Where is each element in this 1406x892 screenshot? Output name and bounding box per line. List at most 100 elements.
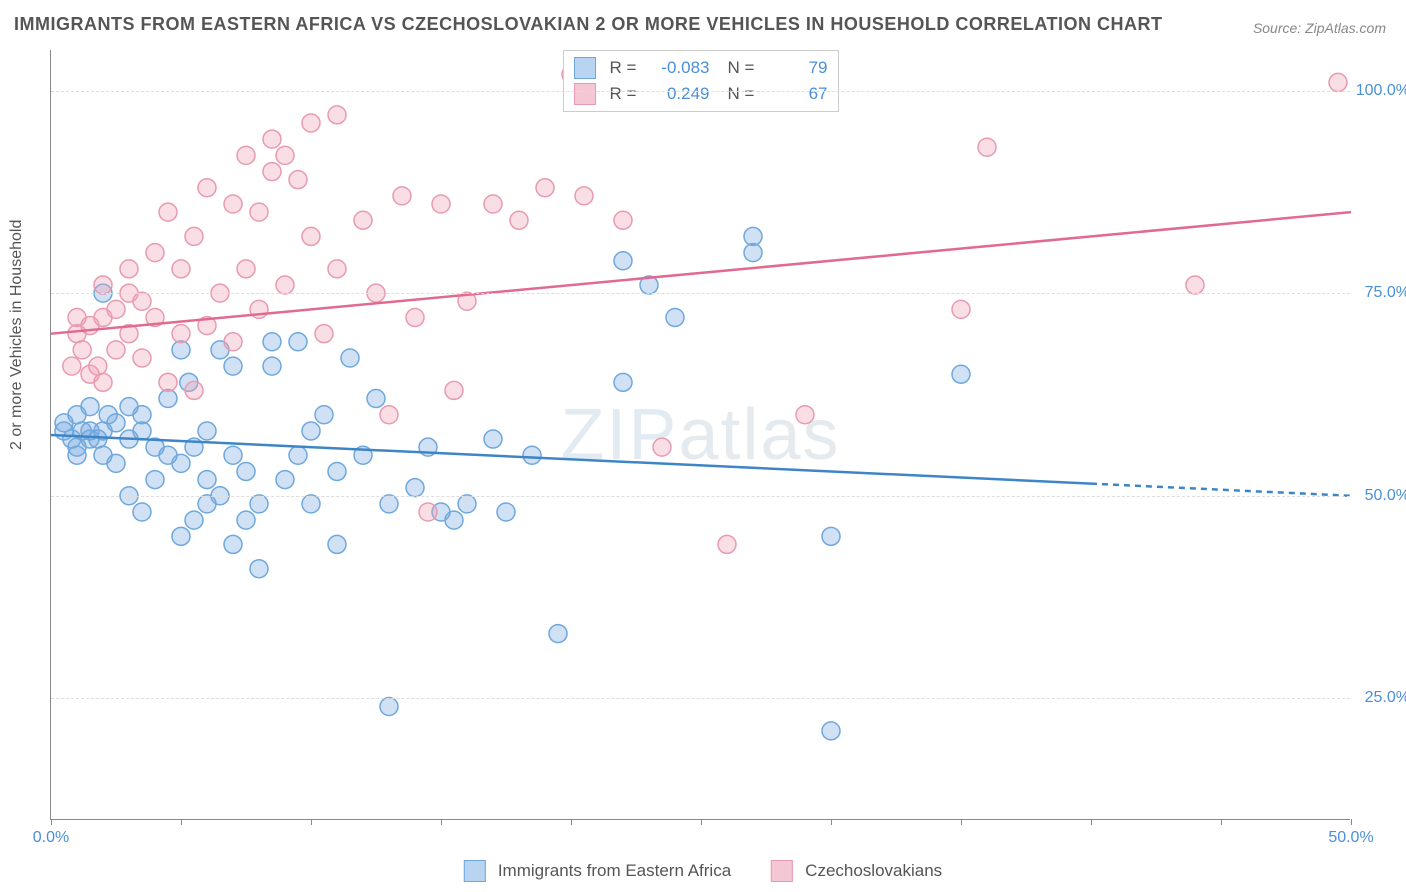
- data-point: [172, 341, 190, 359]
- y-tick-label: 100.0%: [1355, 82, 1406, 100]
- data-point: [133, 422, 151, 440]
- n-label: N =: [728, 84, 758, 104]
- data-point: [315, 406, 333, 424]
- data-point: [94, 276, 112, 294]
- data-point: [276, 146, 294, 164]
- correlation-chart: IMMIGRANTS FROM EASTERN AFRICA VS CZECHO…: [0, 0, 1406, 892]
- r-label: R =: [610, 84, 640, 104]
- data-point: [393, 187, 411, 205]
- y-tick-label: 75.0%: [1355, 284, 1406, 302]
- x-tick-mark: [961, 819, 962, 825]
- trend-line-extension: [1091, 484, 1351, 496]
- data-point: [94, 373, 112, 391]
- legend-label-2: Czechoslovakians: [805, 861, 942, 881]
- data-point: [250, 203, 268, 221]
- data-point: [198, 471, 216, 489]
- data-point: [302, 495, 320, 513]
- data-point: [159, 203, 177, 221]
- data-point: [89, 357, 107, 375]
- data-point: [107, 341, 125, 359]
- data-point: [172, 260, 190, 278]
- source-attribution: Source: ZipAtlas.com: [1253, 20, 1386, 36]
- data-point: [458, 495, 476, 513]
- data-point: [614, 252, 632, 270]
- data-point: [276, 471, 294, 489]
- x-tick-mark: [701, 819, 702, 825]
- data-point: [263, 130, 281, 148]
- data-point: [718, 535, 736, 553]
- legend-item-1: Immigrants from Eastern Africa: [464, 860, 731, 882]
- legend-row-series1: R = -0.083 N = 79: [574, 55, 828, 81]
- data-point: [523, 446, 541, 464]
- data-point: [432, 195, 450, 213]
- gridline: [51, 698, 1350, 699]
- y-axis-label: 2 or more Vehicles in Household: [8, 220, 26, 450]
- data-point: [289, 171, 307, 189]
- data-point: [146, 471, 164, 489]
- data-point: [614, 211, 632, 229]
- data-point: [744, 227, 762, 245]
- data-point: [796, 406, 814, 424]
- data-point: [367, 390, 385, 408]
- data-point: [1329, 73, 1347, 91]
- data-point: [497, 503, 515, 521]
- data-point: [549, 625, 567, 643]
- data-point: [172, 527, 190, 545]
- data-point: [666, 308, 684, 326]
- legend-swatch-1: [574, 57, 596, 79]
- data-point: [224, 446, 242, 464]
- data-point: [328, 535, 346, 553]
- legend-swatch-2: [574, 83, 596, 105]
- data-point: [978, 138, 996, 156]
- data-point: [224, 535, 242, 553]
- data-point: [133, 406, 151, 424]
- data-point: [328, 106, 346, 124]
- data-point: [237, 146, 255, 164]
- data-point: [276, 276, 294, 294]
- data-point: [224, 333, 242, 351]
- legend-label-1: Immigrants from Eastern Africa: [498, 861, 731, 881]
- data-point: [341, 349, 359, 367]
- data-point: [289, 446, 307, 464]
- n-label: N =: [728, 58, 758, 78]
- data-point: [172, 454, 190, 472]
- data-point: [224, 357, 242, 375]
- y-tick-label: 25.0%: [1355, 689, 1406, 707]
- data-point: [445, 381, 463, 399]
- data-point: [250, 560, 268, 578]
- data-point: [380, 495, 398, 513]
- gridline: [51, 496, 1350, 497]
- data-point: [198, 179, 216, 197]
- data-point: [250, 495, 268, 513]
- x-tick-mark: [831, 819, 832, 825]
- legend-swatch-b1: [464, 860, 486, 882]
- x-tick-mark: [441, 819, 442, 825]
- x-tick-mark: [571, 819, 572, 825]
- data-point: [302, 422, 320, 440]
- data-point: [133, 292, 151, 310]
- data-point: [952, 300, 970, 318]
- data-point: [822, 527, 840, 545]
- data-point: [263, 333, 281, 351]
- r-value-1: -0.083: [650, 58, 710, 78]
- data-point: [1186, 276, 1204, 294]
- correlation-legend: R = -0.083 N = 79 R = 0.249 N = 67: [563, 50, 839, 112]
- plot-svg: [51, 50, 1350, 819]
- data-point: [81, 398, 99, 416]
- data-point: [107, 414, 125, 432]
- data-point: [952, 365, 970, 383]
- data-point: [107, 454, 125, 472]
- x-tick-mark: [1221, 819, 1222, 825]
- data-point: [185, 381, 203, 399]
- data-point: [328, 260, 346, 278]
- data-point: [237, 511, 255, 529]
- x-tick-mark: [181, 819, 182, 825]
- data-point: [445, 511, 463, 529]
- x-tick-mark: [51, 819, 52, 825]
- data-point: [237, 260, 255, 278]
- x-tick-label: 50.0%: [1328, 829, 1373, 847]
- data-point: [822, 722, 840, 740]
- plot-area: ZIPatlas R = -0.083 N = 79 R = 0.249 N =…: [50, 50, 1350, 820]
- data-point: [185, 227, 203, 245]
- data-point: [107, 300, 125, 318]
